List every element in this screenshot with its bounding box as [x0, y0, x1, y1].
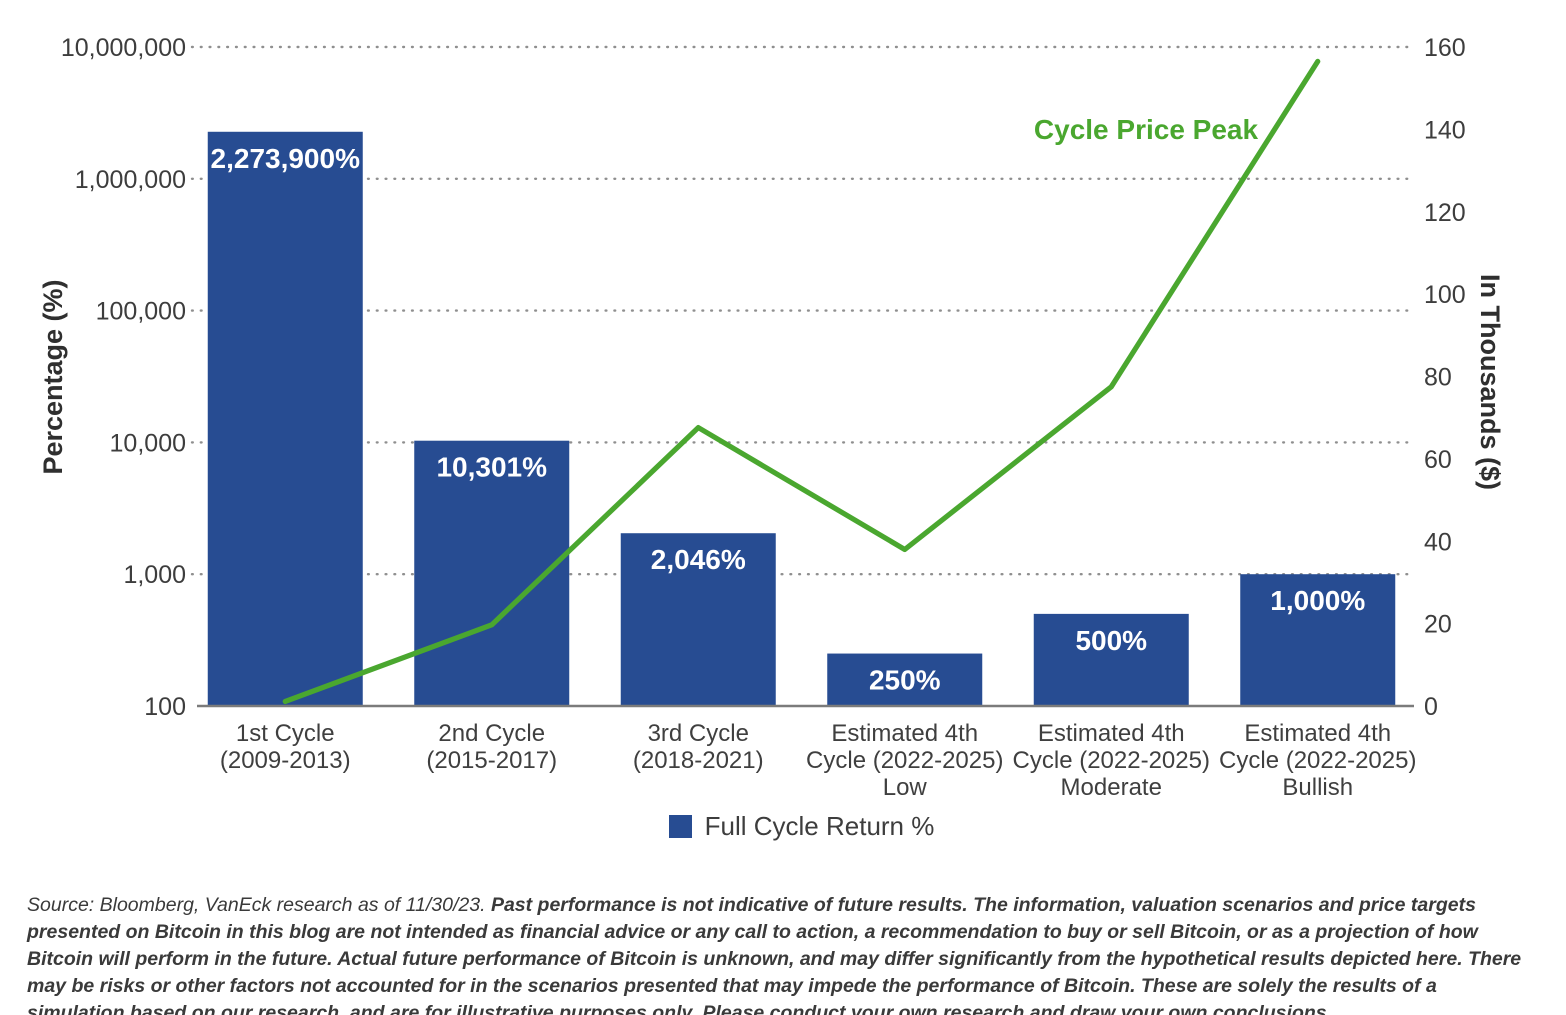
x-axis-category-label: 1st Cycle (2009-2013) [220, 720, 351, 774]
disclaimer-text: Past performance is not indicative of fu… [27, 893, 1522, 1015]
left-axis-tick: 100 [144, 693, 186, 721]
footer-disclaimer: Source: Bloomberg, VanEck research as of… [27, 892, 1539, 1015]
right-axis-tick: 100 [1424, 281, 1466, 309]
source-text: Source: Bloomberg, VanEck research as of… [27, 893, 491, 916]
left-axis-tick: 1,000,000 [75, 166, 186, 194]
cycle-chart-svg: 2,273,900% 10,301% 2,046% 250% 500% 1,000% 100… [38, 34, 1505, 801]
bar-value-label: 1,000% [1270, 585, 1365, 616]
legend-label: Full Cycle Return % [704, 811, 935, 841]
left-axis-tick: 100,000 [96, 298, 186, 326]
cycle-price-peak-line [282, 58, 1321, 705]
bar-value-label: 500% [1075, 625, 1147, 656]
bar-value-label: 250% [869, 665, 941, 696]
right-axis-tick: 60 [1424, 446, 1452, 474]
x-axis-category-label: 2nd Cycle (2015-2017) [426, 720, 557, 774]
legend-swatch-full-cycle-return [668, 815, 692, 838]
bar-full-cycle-return [827, 653, 983, 706]
x-axis-category-label: Estimated 4th Cycle (2022-2025) Bullish [1219, 720, 1416, 801]
bar-full-cycle-return [620, 533, 776, 706]
right-axis-tick: 120 [1424, 199, 1466, 227]
bar-full-cycle-return [1240, 574, 1396, 706]
x-axis-category-label: Estimated 4th Cycle (2022-2025) Moderate [1013, 720, 1210, 801]
cycle-price-peak-annotation: Cycle Price Peak [1034, 114, 1259, 145]
right-axis-tick: 80 [1424, 364, 1452, 392]
right-axis-title: In Thousands ($) [1475, 274, 1505, 490]
x-axis-category-label: Estimated 4th Cycle (2022-2025) Low [806, 720, 1003, 801]
right-axis-tick: 0 [1424, 693, 1438, 721]
right-axis-tick: 140 [1424, 116, 1466, 144]
left-axis-tick: 10,000,000 [61, 34, 186, 62]
bar-value-label: 2,046% [651, 544, 746, 575]
legend: Full Cycle Return % [182, 811, 1421, 842]
bar-value-label: 10,301% [436, 452, 547, 483]
right-axis-tick: 160 [1424, 34, 1466, 62]
left-axis-title: Percentage (%) [38, 279, 68, 474]
bar-full-cycle-return [1033, 613, 1189, 706]
bar-full-cycle-return [207, 131, 363, 707]
x-axis-category-label: 3rd Cycle (2018-2021) [633, 720, 764, 774]
left-axis-tick: 1,000 [123, 561, 186, 589]
bar-value-label: 2,273,900% [211, 143, 361, 174]
right-axis-tick: 20 [1424, 611, 1452, 639]
left-axis-tick: 10,000 [110, 429, 186, 457]
right-axis-tick: 40 [1424, 528, 1452, 556]
